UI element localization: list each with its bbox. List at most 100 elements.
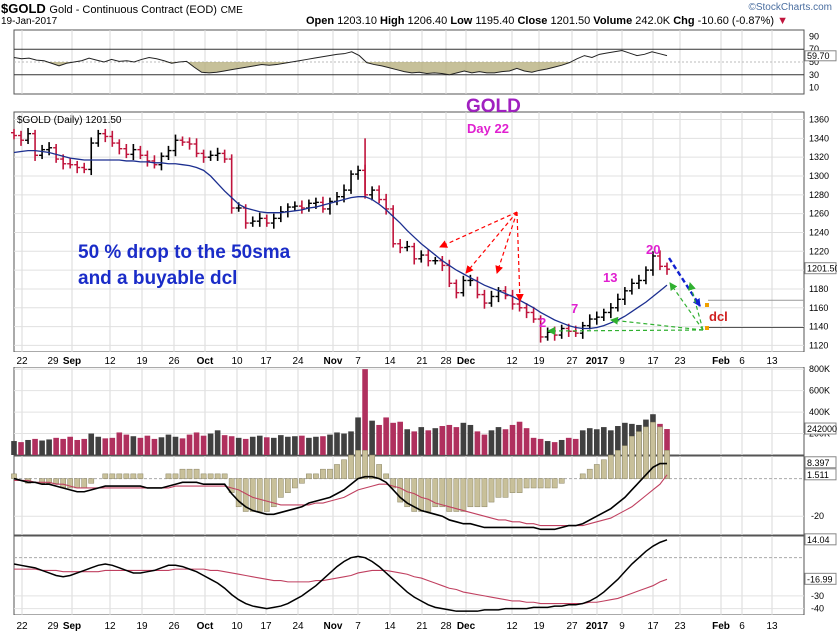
volume-bar [523, 428, 530, 455]
high-value: 1206.40 [407, 15, 448, 27]
macd-histogram-bar [193, 468, 200, 479]
date-tick-label-upper: Sep [63, 356, 81, 367]
volume-bar [608, 430, 614, 455]
green-dashed-arrow [547, 326, 704, 335]
macd-histogram-bar [586, 468, 593, 479]
date-tick-label-upper: 27 [566, 356, 578, 367]
volume-bar [432, 428, 439, 455]
date-tick-label-lower: 21 [416, 621, 428, 632]
macd-histogram-bar [362, 450, 368, 479]
volume-bar [74, 439, 80, 455]
date-tick-label-lower: 17 [647, 621, 659, 632]
volume-bar [235, 437, 242, 455]
macd-histogram-bar [509, 478, 516, 493]
macd-histogram-bar [579, 473, 586, 479]
stockcharts-brand: ©StockCharts.com [748, 2, 832, 13]
volume-bar [270, 437, 277, 455]
price-tick-label: 1260 [809, 209, 829, 219]
sma-50-line [13, 149, 668, 330]
volume-bar [390, 422, 396, 455]
volume-bar [313, 436, 319, 455]
oscillator-tick-label: -30 [811, 591, 824, 601]
macd-histogram-bar [81, 478, 88, 489]
macd-histogram-bar [306, 473, 312, 479]
price-last-value: 1201.50 [807, 264, 837, 274]
price-tick-label: 1280 [809, 190, 829, 200]
date-tick-label-upper: 14 [384, 356, 396, 367]
annotation-note-line1: 50 % drop to the 50sma [78, 242, 291, 263]
volume-bar [67, 436, 73, 455]
date-tick-label-upper: 13 [766, 356, 778, 367]
volume-bar [586, 428, 593, 455]
price-panel-label: $GOLD (Daily) 1201.50 [17, 115, 122, 126]
macd-histogram-bar [320, 468, 326, 479]
volume-bar [460, 422, 467, 455]
volume-bar [530, 437, 537, 455]
date-tick-label-upper: 9 [619, 356, 625, 367]
date-tick-label-upper: 29 [47, 356, 59, 367]
date-tick-label-lower: Nov [324, 621, 343, 632]
date-tick-label-lower: 12 [104, 621, 116, 632]
price-last-value-box [804, 262, 837, 275]
macd-histogram-bar [102, 473, 109, 479]
macd-histogram-bar [334, 464, 340, 479]
price-tick-label: 1320 [809, 152, 829, 162]
date-tick-label-upper: 28 [440, 356, 452, 367]
macd-histogram-bar [123, 473, 130, 479]
date-tick-label-upper: 2017 [586, 356, 609, 367]
volume-label: Volume [593, 15, 633, 27]
volume-bar [397, 421, 403, 455]
date-tick-label-upper: Feb [712, 356, 730, 367]
macd-histogram-bar [299, 478, 305, 484]
volume-value: 242.0K [635, 15, 671, 27]
date-tick-label-lower: Dec [457, 621, 476, 632]
date-tick-label-lower: 28 [440, 621, 452, 632]
macd-histogram-bar [313, 473, 319, 479]
blue-dashed-arrow [667, 257, 702, 307]
volume-bar [242, 438, 249, 455]
date-tick-label-lower: 29 [47, 621, 59, 632]
macd-histogram-bar [643, 426, 649, 479]
volume-bar [474, 431, 481, 455]
rsi-last-value: 59.70 [807, 51, 830, 61]
date-axis-strip-top [0, 352, 837, 367]
macd-histogram-bar [636, 431, 642, 479]
volume-bar [95, 436, 102, 455]
macd-signal-line [14, 474, 668, 527]
green-dashed-arrow [669, 282, 704, 331]
volume-bar [123, 434, 130, 455]
rsi-oversold-fill [14, 62, 667, 75]
red-dashed-arrow [465, 211, 518, 274]
volume-bar [453, 427, 460, 455]
volume-bar [109, 437, 116, 455]
macd-histogram-bar [453, 478, 460, 512]
volume-bar [165, 434, 172, 455]
chart-date: 19-Jan-2017 [1, 16, 58, 27]
volume-bar [362, 369, 368, 455]
volume-bar [579, 430, 586, 455]
annotation-title: GOLD [466, 96, 521, 117]
date-tick-label-lower: 27 [566, 621, 578, 632]
macd-histogram-bar [418, 478, 425, 512]
green-dashed-arrow [688, 282, 704, 331]
volume-bar [81, 438, 88, 455]
price-panel: 1360134013201300128012601240122012001180… [11, 115, 837, 350]
macd-histogram-bar [657, 426, 663, 479]
volume-bar [18, 442, 24, 455]
red-dashed-arrow [495, 211, 518, 274]
macd-histogram-bar [460, 478, 467, 512]
macd-histogram-bar [481, 478, 488, 508]
macd-signal-value: 1.511 [807, 470, 829, 480]
macd-histogram-bar [467, 478, 474, 508]
macd-signal-value-box [804, 468, 837, 481]
volume-bar [488, 430, 495, 455]
volume-panel: 800K600K400K200K242000 [11, 364, 837, 455]
macd-histogram-bar [263, 478, 270, 512]
rsi-tick-label: 10 [809, 83, 819, 93]
symbol: $GOLD [1, 1, 46, 16]
chart-symbol-title: $GOLD Gold - Continuous Contract (EOD) C… [1, 1, 243, 16]
date-tick-label-upper: 26 [168, 356, 180, 367]
cycle-count-13: 13 [603, 270, 617, 285]
grid-lines [14, 30, 804, 615]
date-tick-label-upper: 22 [16, 356, 28, 367]
